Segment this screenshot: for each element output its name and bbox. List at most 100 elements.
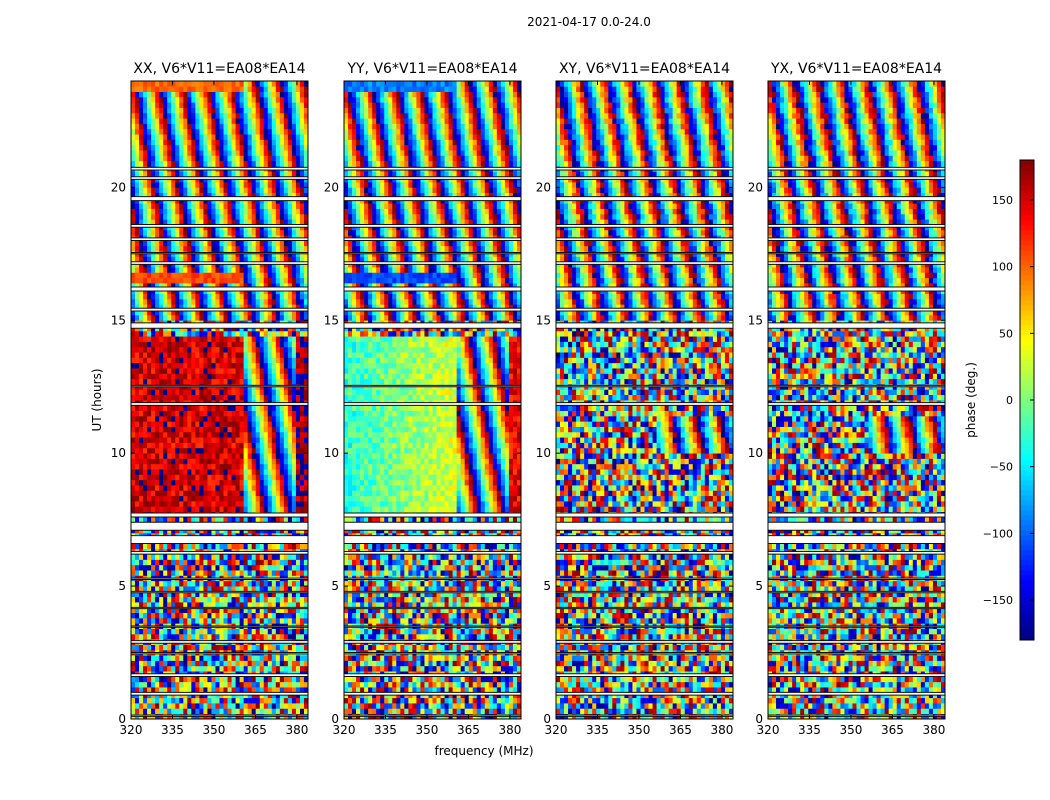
heatmap-cell (159, 469, 163, 475)
heatmap-cell (139, 395, 143, 401)
heatmap-cell (143, 490, 147, 496)
heatmap-cell (191, 613, 195, 619)
heatmap-cell (203, 443, 207, 449)
heatmap-cell (175, 560, 179, 566)
heatmap-cell (151, 687, 155, 693)
heatmap-cell (195, 544, 199, 550)
heatmap-cell (296, 565, 300, 571)
heatmap-cell (183, 682, 187, 688)
heatmap-cell (171, 602, 175, 608)
heatmap-cell (203, 448, 207, 454)
heatmap-cell (280, 629, 284, 635)
heatmap-cell (215, 395, 219, 401)
heatmap-cell (167, 586, 171, 592)
heatmap-cell (179, 432, 183, 438)
heatmap-cell (236, 474, 240, 480)
heatmap-cell (167, 687, 171, 693)
heatmap-cell (244, 682, 248, 688)
heatmap-cell (171, 496, 175, 502)
heatmap-cell (276, 687, 280, 693)
heatmap-cell (207, 586, 211, 592)
heatmap-cell (175, 373, 179, 379)
heatmap-cell (163, 682, 167, 688)
heatmap-cell (131, 421, 135, 427)
heatmap-cell (167, 698, 171, 704)
heatmap-cell (155, 676, 159, 682)
heatmap-cell (228, 661, 232, 667)
heatmap-cell (228, 570, 232, 576)
heatmap-cell (272, 352, 276, 358)
heatmap-cell (268, 602, 272, 608)
heatmap-cell (272, 645, 276, 651)
heatmap-cell (248, 379, 252, 385)
heatmap-cell (195, 581, 199, 587)
heatmap-cell (300, 379, 304, 385)
heatmap-cell (300, 347, 304, 353)
heatmap-cell (232, 602, 236, 608)
heatmap-cell (268, 427, 272, 433)
heatmap-cell (187, 496, 191, 502)
heatmap-cell (232, 655, 236, 661)
heatmap-cell (256, 485, 260, 491)
heatmap-cell (143, 336, 147, 342)
heatmap-cell (159, 597, 163, 603)
heatmap-cell (135, 613, 139, 619)
heatmap-cell (187, 469, 191, 475)
heatmap-cell (264, 437, 268, 443)
heatmap-cell (215, 666, 219, 672)
heatmap-cell (211, 458, 215, 464)
heatmap-cell (288, 389, 292, 395)
heatmap-cell (256, 570, 260, 576)
heatmap-cell (264, 405, 268, 411)
heatmap-cell (224, 389, 228, 395)
heatmap-cell (151, 586, 155, 592)
heatmap-cell (203, 352, 207, 358)
heatmap-cell (220, 389, 224, 395)
heatmap-cell (135, 474, 139, 480)
heatmap-cell (207, 480, 211, 486)
heatmap-cell (159, 602, 163, 608)
heatmap-cell (220, 458, 224, 464)
heatmap-cell (135, 347, 139, 353)
heatmap-cell (211, 618, 215, 624)
heatmap-cell (260, 448, 264, 454)
heatmap-cell (240, 405, 244, 411)
heatmap-cell (292, 368, 296, 374)
heatmap-cell (159, 458, 163, 464)
heatmap-cell (244, 458, 248, 464)
heatmap-cell (147, 469, 151, 475)
heatmap-cell (167, 565, 171, 571)
heatmap-cell (248, 474, 252, 480)
heatmap-cell (300, 474, 304, 480)
heatmap-cell (203, 698, 207, 704)
heatmap-cell (252, 554, 256, 560)
heatmap-cell (268, 416, 272, 422)
heatmap-cell (256, 560, 260, 566)
heatmap-cell (183, 411, 187, 417)
heatmap-cell (248, 581, 252, 587)
heatmap-cell (236, 490, 240, 496)
heatmap-cell (256, 342, 260, 348)
heatmap-cell (288, 405, 292, 411)
heatmap-cell (135, 485, 139, 491)
heatmap-cell (224, 347, 228, 353)
heatmap-cell (232, 453, 236, 459)
heatmap-cell (300, 661, 304, 667)
heatmap-cell (268, 464, 272, 470)
heatmap-cell (288, 347, 292, 353)
heatmap-cell (171, 676, 175, 682)
heatmap-cell (179, 570, 183, 576)
heatmap-cell (143, 379, 147, 385)
heatmap-cell (199, 506, 203, 512)
heatmap-cell (215, 703, 219, 709)
heatmap-cell (232, 379, 236, 385)
heatmap-cell (224, 565, 228, 571)
heatmap-cell (215, 432, 219, 438)
heatmap-cell (244, 645, 248, 651)
heatmap-cell (175, 554, 179, 560)
heatmap-cell (264, 655, 268, 661)
heatmap-cell (256, 448, 260, 454)
heatmap-cell (224, 474, 228, 480)
heatmap-cell (151, 427, 155, 433)
heatmap-cell (151, 560, 155, 566)
